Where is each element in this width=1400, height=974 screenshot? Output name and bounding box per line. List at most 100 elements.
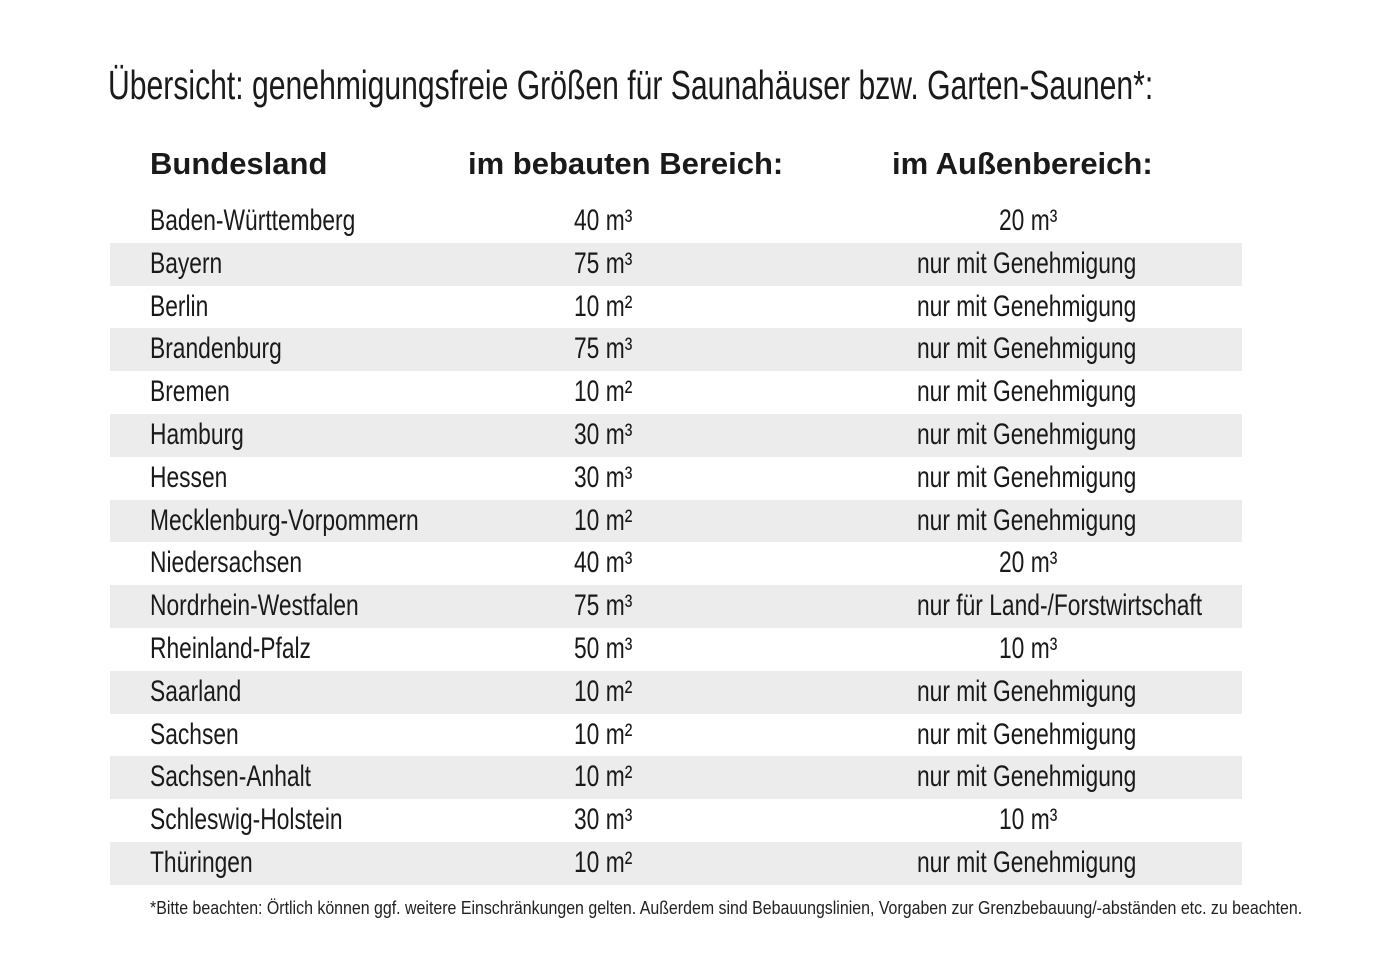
- cell-text: Rheinland-Pfalz: [150, 631, 311, 665]
- cell-text: Saarland: [150, 674, 242, 708]
- cell-text: nur mit Genehmigung: [917, 503, 1137, 537]
- cell-aussenbereich: nur mit Genehmigung: [917, 328, 1206, 371]
- cell-aussenbereich: nur mit Genehmigung: [917, 500, 1206, 543]
- cell-aussenbereich: nur mit Genehmigung: [917, 842, 1206, 885]
- cell-bundesland: Saarland: [150, 671, 270, 714]
- cell-bebauter-bereich: 10 m²: [574, 756, 651, 799]
- cell-text: Berlin: [150, 289, 209, 323]
- cell-text: Nordrhein-Westfalen: [150, 589, 359, 623]
- cell-bundesland: Schleswig-Holstein: [150, 799, 403, 842]
- cell-text: nur mit Genehmigung: [917, 417, 1137, 451]
- cell-text: 10 m³: [999, 631, 1058, 665]
- cell-aussenbereich: nur mit Genehmigung: [917, 414, 1206, 457]
- cell-text: nur mit Genehmigung: [917, 717, 1137, 751]
- cell-bebauter-bereich: 50 m³: [574, 628, 651, 671]
- cell-bebauter-bereich: 10 m²: [574, 714, 651, 757]
- header-aussenbereich: im Außenbereich:: [892, 146, 1153, 181]
- cell-aussenbereich: 10 m³: [999, 799, 1076, 842]
- cell-text: 40 m³: [574, 546, 633, 580]
- cell-text: 75 m³: [574, 589, 633, 623]
- cell-text: nur mit Genehmigung: [917, 845, 1137, 879]
- cell-bundesland: Brandenburg: [150, 328, 323, 371]
- cell-text: nur mit Genehmigung: [917, 375, 1137, 409]
- cell-text: 10 m²: [574, 503, 633, 537]
- table-row: Hamburg 30 m³ nur mit Genehmigung: [110, 413, 1242, 457]
- cell-aussenbereich: 20 m³: [999, 200, 1076, 243]
- cell-bundesland: Nordrhein-Westfalen: [150, 585, 425, 628]
- cell-text: 20 m³: [999, 204, 1058, 237]
- cell-text: Hessen: [150, 460, 228, 494]
- cell-text: 10 m²: [574, 760, 633, 794]
- page-title: Übersicht: genehmigungsfreie Größen für …: [108, 62, 1154, 108]
- cell-text: nur mit Genehmigung: [917, 674, 1137, 708]
- cell-bundesland: Bremen: [150, 371, 255, 414]
- table-row: Brandenburg 75 m³ nur mit Genehmigung: [110, 328, 1242, 372]
- cell-bundesland: Baden-Württemberg: [150, 200, 420, 243]
- table-row: Baden-Württemberg 40 m³ 20 m³: [110, 200, 1242, 243]
- cell-text: nur mit Genehmigung: [917, 246, 1137, 280]
- table-row: Schleswig-Holstein 30 m³ 10 m³: [110, 799, 1242, 842]
- cell-text: Mecklenburg-Vorpommern: [150, 503, 419, 537]
- cell-text: Thüringen: [150, 845, 253, 879]
- cell-bebauter-bereich: 40 m³: [574, 200, 651, 243]
- table-row: Berlin 10 m² nur mit Genehmigung: [110, 286, 1242, 329]
- cell-aussenbereich: nur mit Genehmigung: [917, 286, 1206, 329]
- cell-bebauter-bereich: 75 m³: [574, 328, 651, 371]
- cell-bebauter-bereich: 75 m³: [574, 585, 651, 628]
- cell-text: Brandenburg: [150, 332, 282, 366]
- cell-aussenbereich: nur mit Genehmigung: [917, 714, 1206, 757]
- table-row: Thüringen 10 m² nur mit Genehmigung: [110, 841, 1242, 885]
- cell-text: Sachsen-Anhalt: [150, 760, 311, 794]
- footnote: *Bitte beachten: Örtlich können ggf. wei…: [150, 898, 1303, 918]
- cell-text: nur mit Genehmigung: [917, 332, 1137, 366]
- cell-text: Niedersachsen: [150, 546, 303, 580]
- table-row: Niedersachsen 40 m³ 20 m³: [110, 542, 1242, 585]
- cell-text: 20 m³: [999, 546, 1058, 580]
- cell-aussenbereich: nur für Land-/Forstwirtschaft: [917, 585, 1292, 628]
- cell-text: 10 m³: [999, 803, 1058, 837]
- cell-bundesland: Sachsen-Anhalt: [150, 756, 362, 799]
- table-row: Sachsen 10 m² nur mit Genehmigung: [110, 714, 1242, 757]
- cell-text: 10 m²: [574, 717, 633, 751]
- cell-text: Bremen: [150, 375, 230, 409]
- cell-bebauter-bereich: 10 m²: [574, 500, 651, 543]
- cell-bundesland: Sachsen: [150, 714, 267, 757]
- cell-text: Sachsen: [150, 717, 239, 751]
- cell-bebauter-bereich: 10 m²: [574, 842, 651, 885]
- cell-bebauter-bereich: 30 m³: [574, 799, 651, 842]
- table-row: Rheinland-Pfalz 50 m³ 10 m³: [110, 628, 1242, 671]
- cell-bundesland: Thüringen: [150, 842, 285, 885]
- cell-text: 30 m³: [574, 417, 633, 451]
- cell-text: 10 m²: [574, 674, 633, 708]
- cell-bundesland: Berlin: [150, 286, 227, 329]
- table-row: Hessen 30 m³ nur mit Genehmigung: [110, 457, 1242, 500]
- cell-text: Baden-Württemberg: [150, 204, 356, 237]
- cell-text: 50 m³: [574, 631, 633, 665]
- cell-text: 40 m³: [574, 204, 633, 237]
- cell-text: 10 m²: [574, 845, 633, 879]
- cell-bebauter-bereich: 10 m²: [574, 286, 651, 329]
- header-bundesland: Bundesland: [150, 146, 328, 181]
- cell-bundesland: Rheinland-Pfalz: [150, 628, 362, 671]
- cell-bundesland: Hessen: [150, 457, 252, 500]
- cell-aussenbereich: nur mit Genehmigung: [917, 671, 1206, 714]
- cell-bebauter-bereich: 75 m³: [574, 243, 651, 286]
- cell-bundesland: Mecklenburg-Vorpommern: [150, 500, 503, 543]
- cell-text: 30 m³: [574, 803, 633, 837]
- cell-bebauter-bereich: 30 m³: [574, 414, 651, 457]
- table-row: Bayern 75 m³ nur mit Genehmigung: [110, 242, 1242, 286]
- cell-aussenbereich: nur mit Genehmigung: [917, 457, 1206, 500]
- cell-text: Hamburg: [150, 417, 244, 451]
- cell-bebauter-bereich: 10 m²: [574, 371, 651, 414]
- cell-text: Schleswig-Holstein: [150, 803, 343, 837]
- cell-aussenbereich: nur mit Genehmigung: [917, 243, 1206, 286]
- cell-bundesland: Hamburg: [150, 414, 273, 457]
- cell-text: nur für Land-/Forstwirtschaft: [917, 589, 1203, 623]
- header-bebauter-bereich: im bebauten Bereich:: [468, 146, 784, 181]
- cell-text: 10 m²: [574, 289, 633, 323]
- cell-text: 30 m³: [574, 460, 633, 494]
- cell-text: nur mit Genehmigung: [917, 289, 1137, 323]
- cell-aussenbereich: 20 m³: [999, 542, 1076, 585]
- table-row: Nordrhein-Westfalen 75 m³ nur für Land-/Fo…: [110, 585, 1242, 628]
- cell-bebauter-bereich: 30 m³: [574, 457, 651, 500]
